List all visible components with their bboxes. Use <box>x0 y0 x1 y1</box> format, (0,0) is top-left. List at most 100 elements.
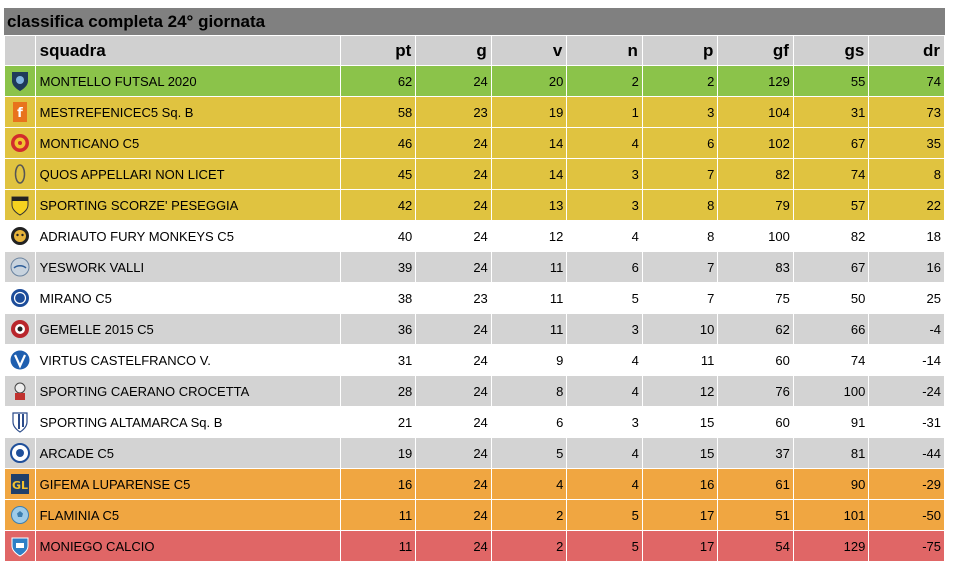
table-row: MONIEGO CALCIO 11 24 2 5 17 54 129 -75 <box>4 530 945 562</box>
cell-gs: 129 <box>792 530 870 562</box>
team-name: MONIEGO CALCIO <box>34 530 341 562</box>
cell-n: 6 <box>566 251 643 283</box>
header-n: n <box>566 35 643 66</box>
team-name: SPORTING CAERANO CROCETTA <box>34 375 341 407</box>
cell-pt: 21 <box>339 406 417 438</box>
cell-v: 6 <box>490 406 568 438</box>
cell-dr: -31 <box>868 406 945 438</box>
red-crest-logo-icon <box>10 318 30 340</box>
cell-p: 6 <box>641 127 719 159</box>
cell-p: 10 <box>641 313 719 345</box>
team-logo-cell <box>4 127 36 159</box>
gl-letters-logo-icon: GL <box>10 473 30 495</box>
cell-dr: -50 <box>868 499 945 531</box>
cell-pt: 19 <box>339 437 417 469</box>
team-name: MIRANO C5 <box>34 282 341 314</box>
cell-g: 24 <box>415 220 492 252</box>
cell-v: 4 <box>490 468 568 500</box>
cell-n: 1 <box>566 96 643 128</box>
cell-n: 4 <box>566 437 643 469</box>
table-row: VIRTUS CASTELFRANCO V. 31 24 9 4 11 60 74 -14 <box>4 344 945 376</box>
cell-v: 2 <box>490 530 568 562</box>
cell-gf: 60 <box>717 406 794 438</box>
cell-dr: 25 <box>868 282 945 314</box>
cell-g: 24 <box>415 65 492 97</box>
header-p: p <box>641 35 719 66</box>
cell-p: 16 <box>641 468 719 500</box>
mascot-logo-icon <box>10 380 30 402</box>
cell-g: 24 <box>415 375 492 407</box>
cell-pt: 62 <box>339 65 417 97</box>
header-dr: dr <box>868 35 945 66</box>
cell-v: 11 <box>490 251 568 283</box>
cell-p: 15 <box>641 406 719 438</box>
blue-circle-logo-icon <box>10 287 30 309</box>
cell-pt: 45 <box>339 158 417 190</box>
blue-shield-logo-icon <box>10 535 30 557</box>
cell-gs: 101 <box>792 499 870 531</box>
team-name: YESWORK VALLI <box>34 251 341 283</box>
header-row: squadra pt g v n p gf gs dr <box>4 35 945 66</box>
cell-gf: 129 <box>717 65 794 97</box>
cell-dr: -24 <box>868 375 945 407</box>
table-row: f MESTREFENICEC5 Sq. B 58 23 19 1 3 104 31 73 <box>4 96 945 128</box>
cell-v: 2 <box>490 499 568 531</box>
cell-dr: 18 <box>868 220 945 252</box>
cell-dr: -14 <box>868 344 945 376</box>
cell-v: 20 <box>490 65 568 97</box>
cell-gf: 54 <box>717 530 794 562</box>
cell-g: 24 <box>415 344 492 376</box>
cell-pt: 11 <box>339 530 417 562</box>
cell-n: 4 <box>566 127 643 159</box>
cell-gs: 57 <box>792 189 870 221</box>
cell-pt: 58 <box>339 96 417 128</box>
cell-n: 5 <box>566 499 643 531</box>
cell-pt: 36 <box>339 313 417 345</box>
team-name: SPORTING ALTAMARCA Sq. B <box>34 406 341 438</box>
table-row: ARCADE C5 19 24 5 4 15 37 81 -44 <box>4 437 945 469</box>
cell-p: 8 <box>641 220 719 252</box>
team-logo-cell <box>4 189 36 221</box>
table-row: MIRANO C5 38 23 11 5 7 75 50 25 <box>4 282 945 314</box>
cell-p: 17 <box>641 499 719 531</box>
header-v: v <box>490 35 568 66</box>
cell-gs: 50 <box>792 282 870 314</box>
cell-pt: 46 <box>339 127 417 159</box>
cell-gs: 90 <box>792 468 870 500</box>
team-name: SPORTING SCORZE' PESEGGIA <box>34 189 341 221</box>
cell-g: 24 <box>415 406 492 438</box>
cell-dr: 73 <box>868 96 945 128</box>
table-row: QUOS APPELLARI NON LICET 45 24 14 3 7 82 74 8 <box>4 158 945 190</box>
team-logo-cell <box>4 313 36 345</box>
team-logo-cell <box>4 65 36 97</box>
team-name: VIRTUS CASTELFRANCO V. <box>34 344 341 376</box>
cell-gs: 74 <box>792 158 870 190</box>
cell-gf: 102 <box>717 127 794 159</box>
cell-g: 24 <box>415 499 492 531</box>
team-name: ADRIAUTO FURY MONKEYS C5 <box>34 220 341 252</box>
team-name: MONTELLO FUTSAL 2020 <box>34 65 341 97</box>
table-row: GL GIFEMA LUPARENSE C5 16 24 4 4 16 61 90 -29 <box>4 468 945 500</box>
cell-gs: 82 <box>792 220 870 252</box>
cell-pt: 40 <box>339 220 417 252</box>
cell-n: 3 <box>566 313 643 345</box>
cell-v: 11 <box>490 282 568 314</box>
cell-dr: -29 <box>868 468 945 500</box>
standings-table: squadra pt g v n p gf gs dr MONTELLO FUT… <box>4 35 945 562</box>
round-crest-logo-icon <box>10 132 30 154</box>
cell-dr: 35 <box>868 127 945 159</box>
grey-badge-logo-icon <box>10 256 30 278</box>
team-name: MONTICANO C5 <box>34 127 341 159</box>
svg-text:f: f <box>17 106 23 121</box>
cell-dr: 22 <box>868 189 945 221</box>
team-name: QUOS APPELLARI NON LICET <box>34 158 341 190</box>
oval-logo-icon <box>10 163 30 185</box>
ball-logo-icon <box>10 504 30 526</box>
cell-p: 7 <box>641 158 719 190</box>
cell-g: 23 <box>415 282 492 314</box>
cell-v: 12 <box>490 220 568 252</box>
cell-g: 24 <box>415 530 492 562</box>
cell-pt: 42 <box>339 189 417 221</box>
cell-gf: 82 <box>717 158 794 190</box>
cell-gs: 100 <box>792 375 870 407</box>
